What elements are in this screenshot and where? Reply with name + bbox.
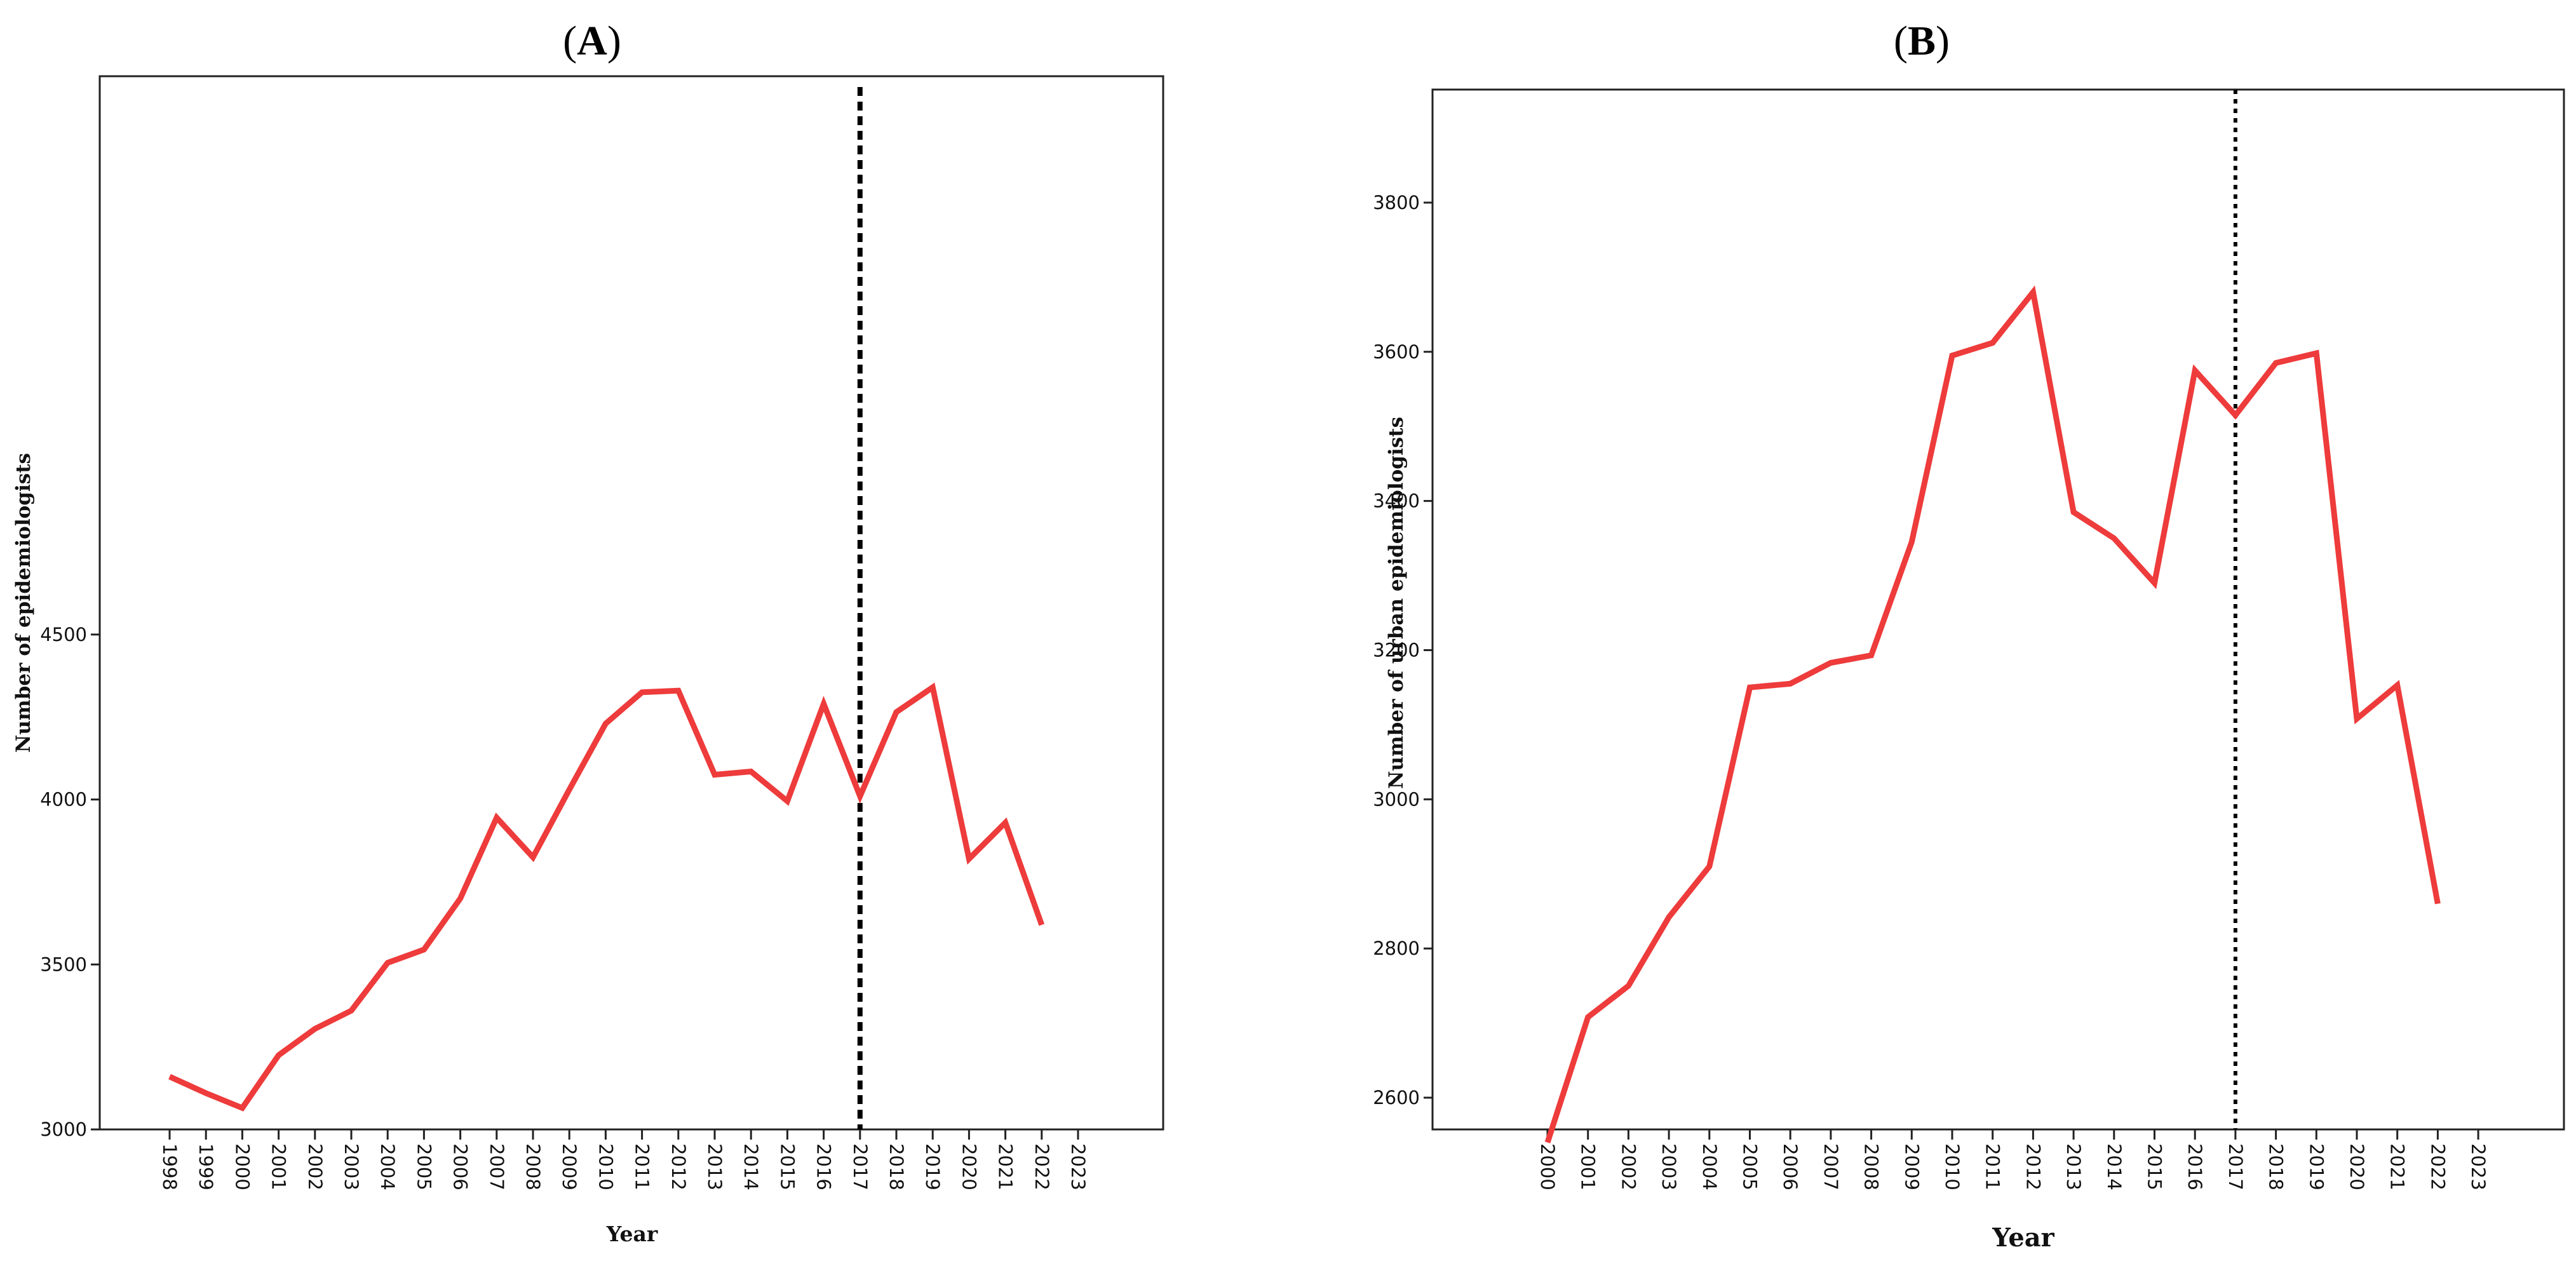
series-a <box>168 682 1045 1112</box>
x-tick-label: 2003 <box>341 1143 362 1190</box>
panel-a-label: (A) <box>563 18 621 64</box>
x-tick-label: 2008 <box>522 1143 544 1190</box>
x-tick-label: 2001 <box>1577 1143 1599 1190</box>
x-tick-label: 2018 <box>2265 1143 2287 1190</box>
x-tick-label: 2016 <box>813 1143 835 1190</box>
x-tick-label: 1999 <box>195 1143 217 1190</box>
x-tick-label: 2002 <box>1617 1143 1639 1190</box>
x-tick-label: 2005 <box>1739 1143 1761 1190</box>
series-b <box>1544 285 2441 1143</box>
y-tick-label: 3400 <box>1373 490 1420 512</box>
x-tick-label: 2007 <box>1820 1143 1842 1190</box>
x-tick-label: 2023 <box>2467 1143 2489 1190</box>
y-tick-label: 3800 <box>1373 192 1420 213</box>
y-axis-b: 2600 2800 3000 3200 3400 3600 3800 <box>1373 192 1433 1108</box>
x-tick-label: 2011 <box>1982 1143 2004 1190</box>
x-tick-label: 2014 <box>740 1143 762 1190</box>
x-tick-label: 2019 <box>2305 1143 2327 1190</box>
y-axis-title-b: Number of urban epidemiologists <box>1385 417 1408 789</box>
x-tick-label: 2006 <box>1779 1143 1801 1190</box>
y-tick-label: 3200 <box>1373 639 1420 661</box>
x-tick-label: 2020 <box>2346 1143 2368 1190</box>
y-tick-label: 3500 <box>40 953 87 975</box>
x-tick-label: 2015 <box>776 1143 798 1190</box>
x-tick-label: 2000 <box>231 1143 253 1190</box>
x-tick-label: 2010 <box>1941 1143 1963 1190</box>
x-tick-label: 2020 <box>958 1143 980 1190</box>
x-axis-b: 2000 2001 2002 2003 2004 2005 2006 2007 2008 2009… <box>1537 1129 2489 1190</box>
x-tick-label: 2009 <box>1901 1143 1922 1190</box>
x-tick-label: 2008 <box>1861 1143 1882 1190</box>
x-tick-label: 2007 <box>486 1143 508 1190</box>
x-tick-label: 2001 <box>268 1143 290 1190</box>
panel-a-letter: A <box>577 18 607 64</box>
x-tick-label: 2004 <box>377 1143 398 1190</box>
x-tick-label: 2012 <box>668 1143 689 1190</box>
x-tick-label: 2006 <box>450 1143 471 1190</box>
x-tick-label: 2003 <box>1658 1143 1680 1190</box>
x-tick-label: 2013 <box>2063 1143 2084 1190</box>
x-axis-a: 1998 1999 2000 2001 2002 2003 2004 2005 2006 2007… <box>159 1129 1089 1190</box>
x-tick-label: 2002 <box>304 1143 326 1190</box>
panel-b-label: (B) <box>1894 18 1950 64</box>
y-tick-label: 4000 <box>40 789 87 811</box>
y-tick-label: 2800 <box>1373 938 1420 959</box>
y-tick-label: 3000 <box>40 1119 87 1140</box>
panel-b-letter: B <box>1908 18 1936 64</box>
chart-panel-a: (A) 3000 3500 4000 4500 1998 1999 2000 2001 200… <box>12 18 1164 1246</box>
x-tick-label: 2009 <box>558 1143 580 1190</box>
x-tick-label: 2011 <box>631 1143 653 1190</box>
y-tick-label: 2600 <box>1373 1087 1420 1108</box>
series-line <box>168 682 1045 1112</box>
x-tick-label: 2016 <box>2184 1143 2206 1190</box>
x-tick-label: 2014 <box>2103 1143 2125 1190</box>
x-tick-label: 2021 <box>2387 1143 2408 1190</box>
x-axis-title-a: Year <box>606 1222 658 1246</box>
x-tick-label: 2018 <box>886 1143 907 1190</box>
x-tick-label: 2017 <box>2225 1143 2246 1190</box>
series-line <box>1544 285 2441 1143</box>
y-axis-a: 3000 3500 4000 4500 <box>40 624 100 1140</box>
x-tick-label: 2019 <box>922 1143 943 1190</box>
x-tick-label: 2010 <box>595 1143 616 1190</box>
y-tick-label: 3000 <box>1373 788 1420 810</box>
x-tick-label: 2012 <box>2022 1143 2044 1190</box>
x-tick-label: 2017 <box>849 1143 871 1190</box>
x-tick-label: 2021 <box>995 1143 1016 1190</box>
x-tick-label: 2022 <box>2427 1143 2448 1190</box>
plot-frame-a <box>98 75 1164 1131</box>
plot-frame-b <box>1431 88 2565 1131</box>
x-tick-label: 2013 <box>704 1143 725 1190</box>
x-tick-label: 2000 <box>1537 1143 1558 1190</box>
x-axis-title-b: Year <box>1992 1223 2054 1253</box>
x-tick-label: 2004 <box>1699 1143 1720 1190</box>
y-tick-label: 4500 <box>40 624 87 645</box>
x-tick-label: 2022 <box>1031 1143 1053 1190</box>
x-tick-label: 2023 <box>1067 1143 1089 1190</box>
x-tick-label: 1998 <box>159 1143 180 1190</box>
x-tick-label: 2015 <box>2144 1143 2166 1190</box>
y-axis-title-a: Number of epidemiologists <box>12 453 35 753</box>
y-tick-label: 3600 <box>1373 341 1420 363</box>
x-tick-label: 2005 <box>413 1143 435 1190</box>
